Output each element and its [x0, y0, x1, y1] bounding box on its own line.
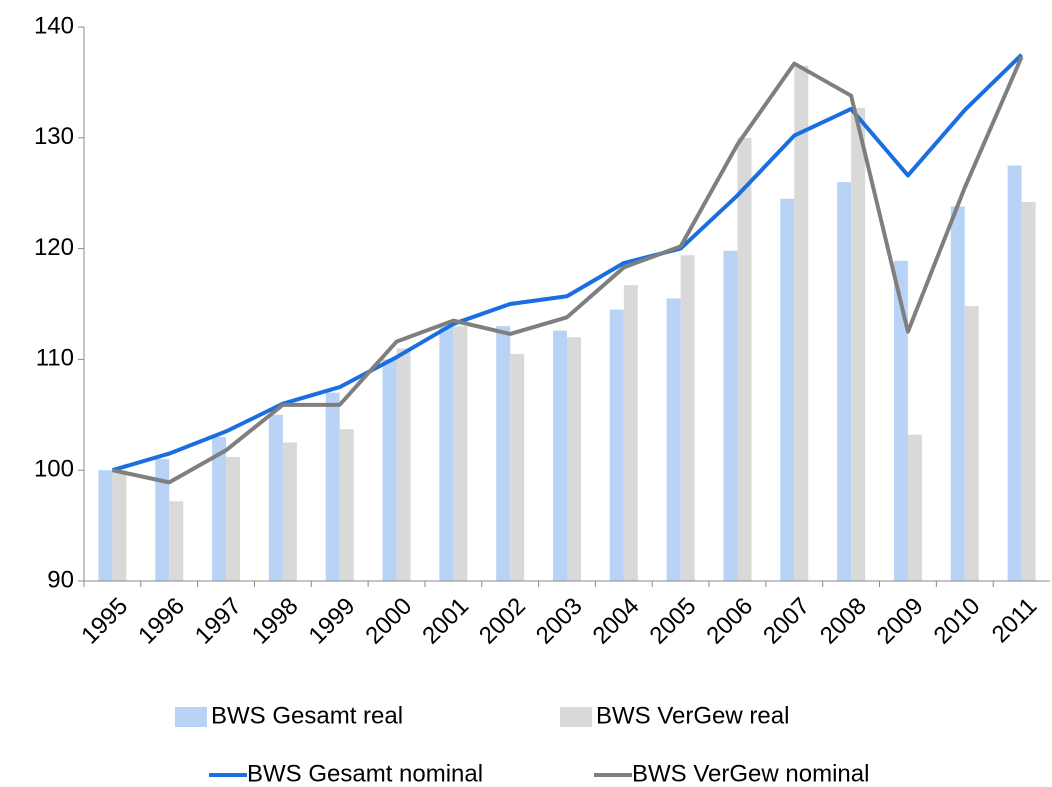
- bar: [439, 326, 454, 581]
- line: [111, 56, 1024, 485]
- bar: [169, 501, 184, 581]
- x-tick-label: 2009: [872, 593, 929, 650]
- bar: [893, 260, 908, 581]
- x-tick-label: 2001: [417, 593, 474, 650]
- legend-label: BWS Gesamt real: [211, 702, 403, 729]
- x-tick-label: 1997: [190, 593, 247, 650]
- bar: [98, 470, 113, 581]
- bar: [1007, 165, 1022, 581]
- y-tick-label: 100: [34, 456, 74, 483]
- bar: [794, 65, 809, 581]
- y-tick-label: 140: [34, 12, 74, 39]
- x-tick-label: 2000: [360, 593, 417, 650]
- y-tick-label: 90: [47, 566, 74, 593]
- bar: [950, 206, 965, 581]
- y-tick-label: 130: [34, 123, 74, 150]
- bar: [396, 348, 411, 581]
- x-tick-label: 2004: [588, 593, 645, 650]
- x-tick-label: 1998: [247, 593, 304, 650]
- bar: [837, 182, 852, 581]
- bar: [723, 250, 738, 582]
- x-tick-label: 1999: [304, 593, 361, 650]
- bar: [1021, 202, 1036, 581]
- x-tick-label: 2008: [815, 593, 872, 650]
- legend-swatch: [560, 707, 592, 727]
- x-tick-label: 1996: [133, 593, 190, 650]
- bar: [155, 459, 170, 581]
- x-tick-label: 2002: [474, 593, 531, 650]
- bar: [112, 470, 127, 581]
- x-tick-label: 2010: [929, 593, 986, 650]
- line: [111, 53, 1023, 473]
- bar: [268, 414, 283, 581]
- bar: [567, 337, 581, 581]
- legend-swatch: [175, 707, 207, 727]
- bar: [780, 198, 795, 582]
- x-tick-label: 1995: [76, 593, 133, 650]
- bar: [496, 326, 511, 581]
- y-tick-label: 120: [34, 234, 74, 261]
- bar: [666, 298, 681, 581]
- x-tick-label: 2003: [531, 593, 588, 650]
- y-tick-label: 110: [36, 345, 74, 372]
- bar: [325, 392, 340, 581]
- bar: [212, 436, 227, 581]
- bar: [964, 306, 979, 581]
- bar: [680, 255, 695, 582]
- x-tick-label: 2006: [701, 593, 758, 650]
- legend-label: BWS VerGew real: [596, 702, 789, 729]
- bar: [623, 285, 638, 581]
- legend-label: BWS VerGew nominal: [632, 760, 869, 787]
- legend-label: BWS Gesamt nominal: [247, 760, 483, 787]
- bar: [907, 434, 922, 581]
- bar: [553, 330, 567, 581]
- bar: [339, 429, 354, 581]
- x-tick-label: 2007: [758, 593, 815, 650]
- bar: [226, 456, 241, 581]
- bar: [851, 107, 866, 581]
- bar: [382, 359, 397, 581]
- bar: [609, 309, 624, 581]
- bar: [453, 326, 468, 581]
- x-tick-label: 2005: [645, 593, 702, 650]
- bar: [282, 442, 297, 581]
- bar: [737, 137, 752, 582]
- x-tick-label: 2011: [987, 593, 1043, 649]
- bar: [510, 353, 525, 581]
